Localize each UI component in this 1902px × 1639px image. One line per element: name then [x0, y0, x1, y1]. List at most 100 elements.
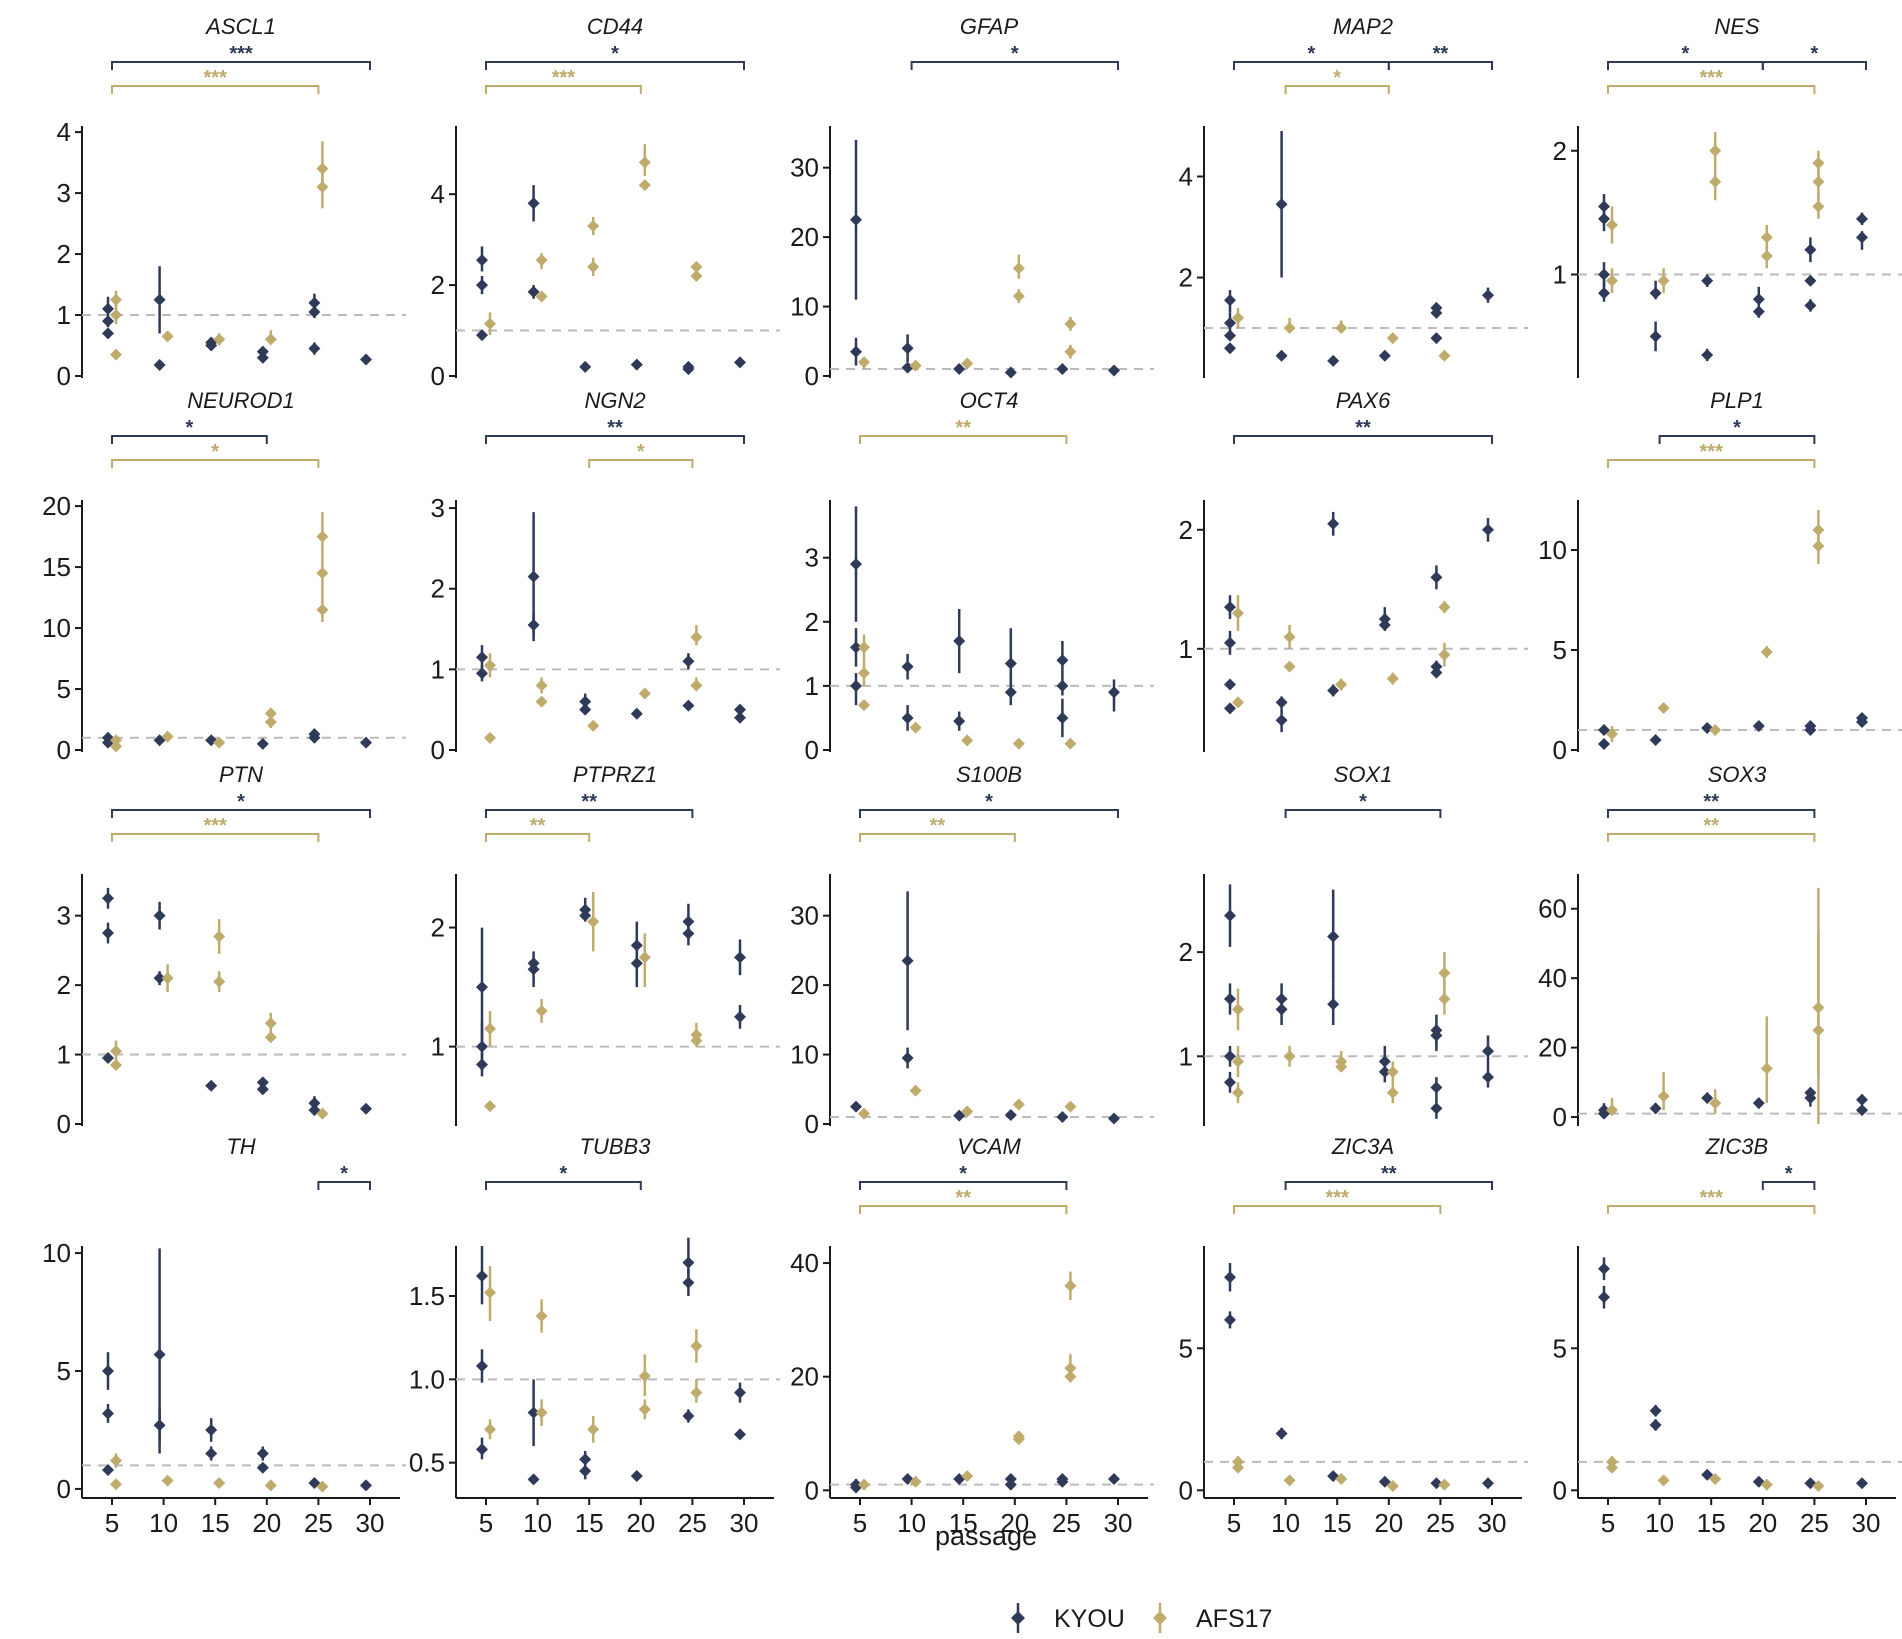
data-point-afs17	[1386, 1086, 1399, 1099]
data-point-afs17	[961, 1470, 974, 1483]
panel-title-gfap: GFAP	[960, 14, 1019, 39]
y-tick-label: 15	[42, 552, 71, 582]
y-tick-label: 20	[790, 1362, 819, 1392]
data-point-kyou	[850, 679, 862, 692]
data-point-kyou	[102, 1052, 114, 1065]
y-tick-label: 2	[431, 574, 445, 604]
data-point-afs17	[535, 1310, 548, 1322]
data-point-kyou	[1598, 287, 1610, 300]
data-point-kyou	[360, 1479, 372, 1492]
data-point-afs17	[587, 1423, 600, 1436]
y-tick-label: 20	[790, 970, 819, 1000]
x-tick-label: 25	[1426, 1508, 1455, 1538]
data-point-kyou	[476, 1270, 488, 1282]
y-tick-label: 2	[57, 239, 71, 269]
data-point-afs17	[1064, 1279, 1077, 1292]
data-point-afs17	[1760, 646, 1773, 658]
data-point-afs17	[535, 1406, 548, 1419]
data-point-kyou	[1378, 349, 1391, 362]
y-tick-label: 0	[57, 1474, 71, 1504]
data-point-afs17	[316, 530, 329, 543]
data-point-kyou	[1108, 1472, 1120, 1485]
data-point-kyou	[205, 339, 218, 352]
data-point-kyou	[682, 927, 695, 940]
data-point-afs17	[1064, 345, 1077, 358]
panel-title-neurod1: NEUROD1	[187, 388, 295, 413]
data-point-kyou	[1056, 711, 1069, 724]
data-point-kyou	[1482, 1071, 1494, 1084]
data-point-afs17	[484, 1100, 496, 1113]
data-point-kyou	[1701, 274, 1714, 287]
y-tick-label: 20	[1538, 1033, 1567, 1063]
data-point-kyou	[1482, 1477, 1494, 1490]
x-tick-label: 15	[575, 1508, 604, 1538]
data-point-afs17	[1064, 1362, 1077, 1375]
x-tick-label: 20	[1748, 1508, 1777, 1538]
data-point-afs17	[858, 1107, 870, 1120]
data-point-kyou	[1649, 330, 1662, 343]
data-point-afs17	[961, 1105, 974, 1118]
legend-afs17-label: AFS17	[1196, 1605, 1272, 1633]
x-tick-label: 15	[949, 1508, 978, 1538]
data-point-kyou	[1224, 294, 1236, 307]
data-point-afs17	[1232, 1461, 1244, 1474]
y-tick-label: 5	[57, 1356, 71, 1386]
data-point-afs17	[1386, 672, 1399, 685]
significance-bracket-afs17	[1607, 459, 1816, 468]
data-point-afs17	[1335, 322, 1348, 335]
significance-label: ***	[1700, 67, 1724, 89]
data-point-afs17	[484, 1423, 496, 1436]
y-tick-label: 1	[431, 654, 445, 684]
data-point-afs17	[587, 260, 600, 273]
significance-label: *	[611, 43, 619, 65]
data-point-afs17	[1657, 1090, 1670, 1103]
data-point-kyou	[1327, 930, 1340, 943]
data-point-afs17	[1438, 993, 1451, 1005]
data-point-kyou	[476, 1360, 488, 1372]
data-point-kyou	[476, 254, 488, 267]
data-point-afs17	[484, 1286, 496, 1299]
significance-label: *	[1011, 43, 1019, 65]
data-point-afs17	[1657, 702, 1670, 714]
y-tick-label: 0	[57, 361, 71, 391]
y-tick-label: 0	[805, 361, 819, 391]
data-point-afs17	[213, 333, 226, 346]
significance-label: *	[1359, 791, 1367, 813]
x-tick-label: 25	[1052, 1508, 1081, 1538]
data-point-afs17	[110, 1454, 122, 1467]
data-point-afs17	[909, 359, 922, 372]
y-tick-label: 0	[1553, 1475, 1567, 1505]
data-point-afs17	[1438, 1478, 1451, 1491]
data-point-afs17	[316, 1107, 329, 1120]
data-point-afs17	[1335, 678, 1348, 691]
panel-title-ptn: PTN	[219, 762, 263, 787]
data-point-kyou	[102, 1365, 114, 1377]
data-point-kyou	[1056, 363, 1069, 376]
data-point-afs17	[264, 1017, 277, 1030]
data-point-kyou	[1004, 366, 1017, 379]
data-point-afs17	[316, 162, 329, 175]
data-point-kyou	[102, 302, 114, 315]
data-point-kyou	[256, 737, 269, 750]
data-point-afs17	[587, 719, 600, 732]
panel-title-ptprz1: PTPRZ1	[573, 762, 657, 787]
data-point-afs17	[535, 254, 548, 267]
significance-label: *	[1308, 43, 1316, 65]
data-point-afs17	[1012, 290, 1025, 303]
data-point-kyou	[153, 1348, 166, 1361]
data-point-kyou	[1482, 289, 1494, 302]
y-tick-label: 10	[790, 1040, 819, 1070]
data-point-kyou	[308, 305, 321, 318]
data-point-kyou	[527, 1473, 540, 1486]
significance-bracket-kyou	[485, 809, 694, 818]
data-point-kyou	[901, 660, 914, 673]
data-point-kyou	[1004, 686, 1017, 699]
data-point-kyou	[1224, 316, 1236, 329]
data-point-kyou	[1482, 523, 1494, 536]
data-point-kyou	[1275, 714, 1288, 727]
data-point-afs17	[1709, 175, 1722, 188]
data-point-afs17	[1812, 200, 1825, 213]
y-tick-label: 0	[57, 735, 71, 765]
